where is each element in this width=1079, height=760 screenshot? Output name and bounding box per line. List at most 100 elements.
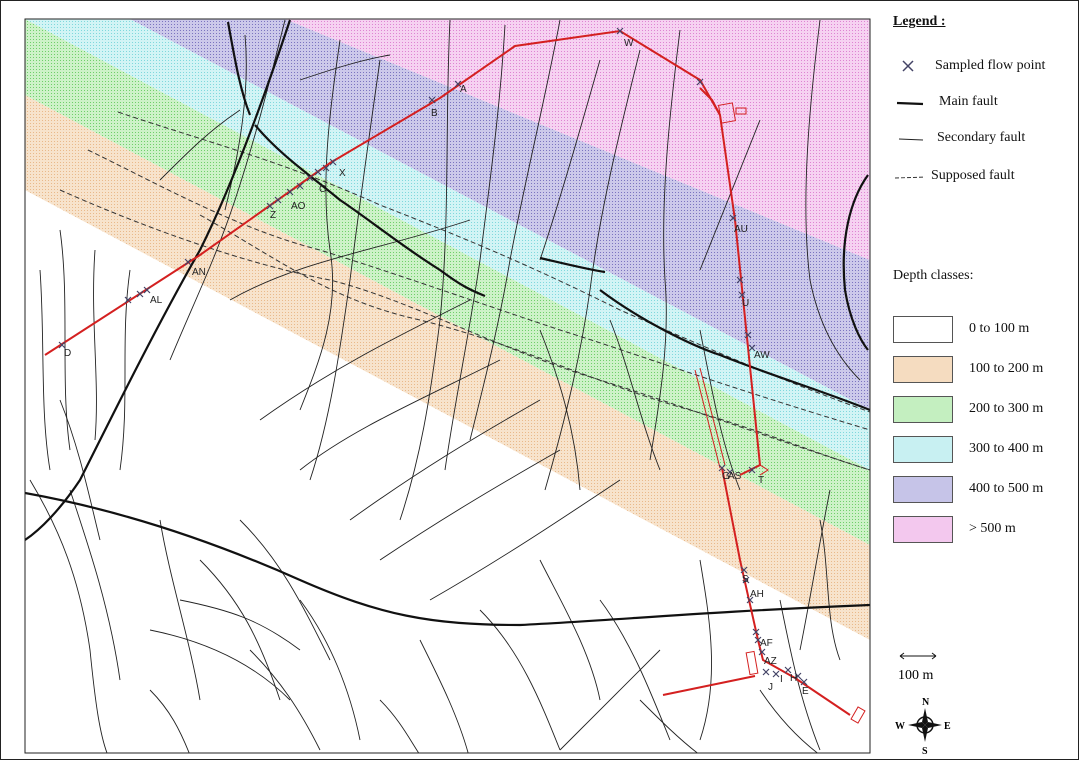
sample-cross (800, 678, 808, 686)
sample-cross (748, 466, 756, 474)
sample-cross (746, 596, 754, 604)
sample-label: I (780, 674, 783, 685)
sample-label: E (802, 686, 809, 697)
sample-cross (740, 566, 748, 574)
depth-label: 0 to 100 m (969, 321, 1030, 336)
sample-label: X (339, 168, 346, 179)
sample-cross (266, 202, 274, 210)
depth-swatch (893, 316, 953, 343)
scale-label: 100 m (898, 668, 934, 683)
sample-label: J (768, 682, 773, 693)
compass-w: W (895, 721, 905, 732)
sample-label: AS (728, 471, 742, 482)
sample-label: U (742, 298, 749, 309)
sample-cross (784, 666, 792, 674)
sample-cross (754, 636, 762, 644)
sample-label: H (790, 673, 797, 684)
sample-cross (718, 464, 726, 472)
main-fault-line (896, 101, 924, 106)
depth-label: 200 to 300 m (969, 401, 1044, 416)
supposed-fault-line (894, 176, 925, 179)
sample-label: C (319, 184, 326, 195)
sample-cross (752, 628, 760, 636)
compass-e: E (944, 721, 951, 732)
sample-cross (616, 27, 624, 35)
legend-label: Supposed fault (931, 168, 1015, 183)
sample-cross (296, 182, 304, 190)
sample-points (58, 27, 808, 686)
sample-cross (748, 344, 756, 352)
sample-label: AL (150, 295, 163, 306)
sample-label: AZ (764, 656, 777, 667)
sample-cross (428, 96, 436, 104)
scale-bar: 100 m (898, 650, 938, 684)
sample-cross (124, 296, 132, 304)
legend-label: Main fault (939, 94, 998, 109)
legend-item-sampled-flow-point: Sampled flow point (893, 58, 1077, 78)
sample-label: AF (760, 638, 773, 649)
compass-s: S (922, 746, 928, 756)
map-area: W A B X C AO Z AN AL D AU U AW AS T G SAH AF AZ JI HE (25, 19, 870, 753)
sample-label: AU (734, 224, 748, 235)
legend-item-supposed-fault: Supposed fault (893, 168, 1077, 188)
sample-cross (726, 468, 734, 476)
sample-cross (274, 196, 282, 204)
sample-label: B (431, 108, 438, 119)
sample-cross (454, 80, 462, 88)
sample-cross (314, 168, 322, 176)
sample-label: AO (291, 201, 306, 212)
legend-label: Secondary fault (937, 130, 1026, 145)
sample-cross (322, 164, 330, 172)
depth-label: 400 to 500 m (969, 481, 1044, 496)
scale-arrow-icon (899, 652, 937, 660)
legend-label: Sampled flow point (935, 58, 1046, 73)
sample-cross (742, 576, 750, 584)
sample-cross (794, 672, 802, 680)
sample-cross (184, 258, 192, 266)
depth-classes-title: Depth classes: (893, 268, 974, 283)
compass-rose-icon: N S E W (895, 697, 951, 756)
depth-swatch (893, 396, 953, 423)
cross-icon (902, 60, 914, 72)
tunnel-outline (694, 102, 866, 724)
sample-label: D (64, 348, 71, 359)
sample-label: T (758, 475, 764, 486)
sample-cross (306, 174, 314, 182)
sample-cross (729, 214, 737, 222)
compass-n: N (922, 697, 930, 708)
map-border (24, 18, 871, 754)
sample-cross (58, 341, 66, 349)
secondary-fault-line (898, 138, 924, 141)
band-100-200 (25, 95, 870, 640)
band-400-500 (130, 19, 870, 410)
sample-label: Z (270, 210, 276, 221)
main-faults (25, 19, 870, 627)
sample-cross (143, 286, 151, 294)
sample-cross (286, 188, 294, 196)
sample-label: AN (192, 267, 206, 278)
sample-cross (772, 670, 780, 678)
depth-swatch (893, 476, 953, 503)
sample-cross (744, 331, 752, 339)
sample-cross (762, 668, 770, 676)
depth-swatch (893, 356, 953, 383)
sample-cross (736, 276, 744, 284)
sample-cross (696, 78, 704, 86)
sample-label: AW (754, 350, 770, 361)
sample-label: A (460, 84, 467, 95)
depth-label: > 500 m (969, 521, 1016, 536)
sample-label: W (624, 38, 634, 49)
secondary-faults (29, 19, 861, 753)
sample-cross (758, 648, 766, 656)
sample-label: S (742, 574, 749, 585)
depth-label: 300 to 400 m (969, 441, 1044, 456)
depth-label: 100 to 200 m (969, 361, 1044, 376)
legend-title: Legend : (893, 14, 946, 29)
band-300-400 (25, 19, 870, 470)
sample-label: G (722, 471, 730, 482)
depth-swatch (893, 516, 953, 543)
sample-cross (738, 291, 746, 299)
legend-item-secondary-fault: Secondary fault (893, 130, 1077, 150)
